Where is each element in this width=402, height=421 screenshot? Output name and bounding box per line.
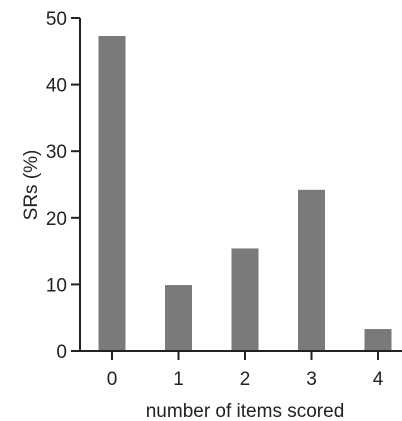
bar-4 (364, 329, 392, 351)
x-ticks-group: 0 1 2 3 4 (107, 351, 384, 390)
y-ticks-group: 0 10 20 30 40 50 (46, 9, 80, 363)
x-tick-label: 2 (240, 369, 251, 390)
x-axis-title: number of items scored (146, 401, 345, 421)
y-tick-label: 20 (46, 209, 67, 230)
y-tick-label: 10 (46, 275, 67, 296)
y-axis-title: SRs (%) (21, 150, 42, 221)
x-tick-label: 0 (107, 369, 118, 390)
bar-3 (298, 189, 325, 351)
bar-0 (98, 35, 126, 352)
y-tick-label: 40 (46, 76, 67, 97)
x-tick-label: 3 (306, 369, 317, 390)
bar-1 (165, 285, 192, 351)
bars-group (98, 35, 392, 352)
y-tick-label: 0 (56, 342, 67, 363)
bar-2 (231, 248, 259, 351)
x-tick-label: 4 (373, 369, 384, 390)
x-tick-label: 1 (173, 369, 184, 390)
y-tick-label: 50 (46, 9, 67, 30)
y-tick-label: 30 (46, 142, 67, 163)
